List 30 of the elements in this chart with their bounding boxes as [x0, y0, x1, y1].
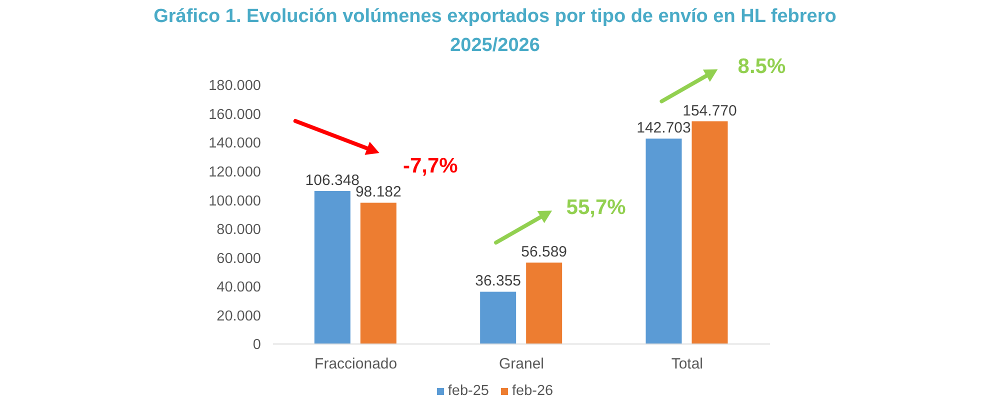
bar: [646, 138, 682, 344]
y-tick-label: 60.000: [216, 250, 261, 267]
data-label: 142.703: [636, 120, 691, 137]
bar: [480, 292, 516, 344]
y-tick-label: 100.000: [208, 193, 261, 210]
data-label: 98.182: [355, 184, 402, 201]
data-label: 154.770: [682, 102, 737, 120]
y-tick-label: 140.000: [208, 136, 261, 152]
y-tick-label: 80.000: [216, 222, 261, 238]
annotation: 55,7%: [566, 196, 626, 220]
text: 8.5%: [738, 54, 786, 78]
bar: [692, 121, 728, 344]
y-tick-label: 40.000: [216, 280, 261, 296]
y-tick-label: 180.000: [208, 78, 261, 94]
x-tick-label: Fraccionado: [314, 356, 398, 373]
y-tick-label: 120.000: [208, 164, 261, 180]
data-label: 36.355: [475, 272, 522, 290]
y-tick-label: 0: [252, 337, 261, 354]
annotation: -7,7%: [402, 154, 458, 178]
legend-label: feb-25: [448, 383, 489, 399]
bar: [314, 190, 350, 344]
x-tick-label: Granel: [498, 356, 544, 373]
chart-title: Gráfico 1. Evolución volúmenes exportados por tipo de envío en HL febrero 2025/2026: [154, 6, 836, 56]
bar: [526, 262, 562, 344]
y-tick-label: 160.000: [208, 106, 261, 123]
legend-label: feb-26: [512, 383, 554, 399]
data-label: 56.589: [521, 244, 568, 261]
bar: [360, 202, 396, 344]
x-tick-label: Total: [671, 356, 704, 373]
y-tick-label: 20.000: [216, 308, 261, 324]
